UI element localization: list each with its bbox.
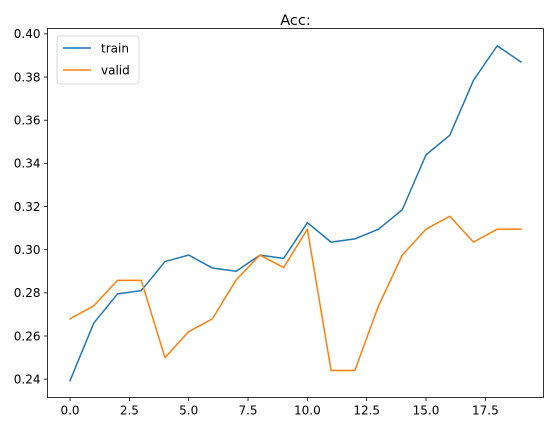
x-tick-label: 2.5	[120, 404, 139, 418]
x-tick-label: 5.0	[179, 404, 198, 418]
y-tick-label: 0.38	[14, 70, 41, 84]
y-tick-label: 0.24	[14, 372, 41, 386]
y-tick-label: 0.36	[14, 114, 41, 128]
series-line-train	[69, 45, 522, 382]
y-tick-label: 0.28	[14, 286, 41, 300]
plot-lines	[69, 45, 522, 382]
x-tick-label: 0.0	[60, 404, 79, 418]
series-line-valid	[69, 215, 522, 372]
legend-label-train: train	[101, 41, 129, 55]
legend: train valid	[56, 35, 140, 85]
y-tick-label: 0.32	[14, 200, 41, 214]
y-axis: 0.24 0.26 0.28 0.30 0.32 0.34 0.36 0.38 0.40	[14, 27, 48, 386]
x-tick-label: 12.5	[353, 404, 380, 418]
y-tick-label: 0.34	[14, 157, 41, 171]
y-tick-label: 0.40	[14, 27, 41, 41]
chart-title: Acc:	[280, 13, 311, 29]
x-tick-label: 15.0	[413, 404, 440, 418]
plot-frame	[47, 28, 544, 398]
y-tick-label: 0.26	[14, 329, 41, 343]
x-tick-label: 7.5	[238, 404, 257, 418]
legend-label-valid: valid	[101, 63, 130, 77]
x-tick-label: 17.5	[472, 404, 499, 418]
x-axis: 0.0 2.5 5.0 7.5 10.0 12.5 15.0 17.5	[60, 397, 499, 418]
x-tick-label: 10.0	[294, 404, 321, 418]
y-tick-label: 0.30	[14, 243, 41, 257]
